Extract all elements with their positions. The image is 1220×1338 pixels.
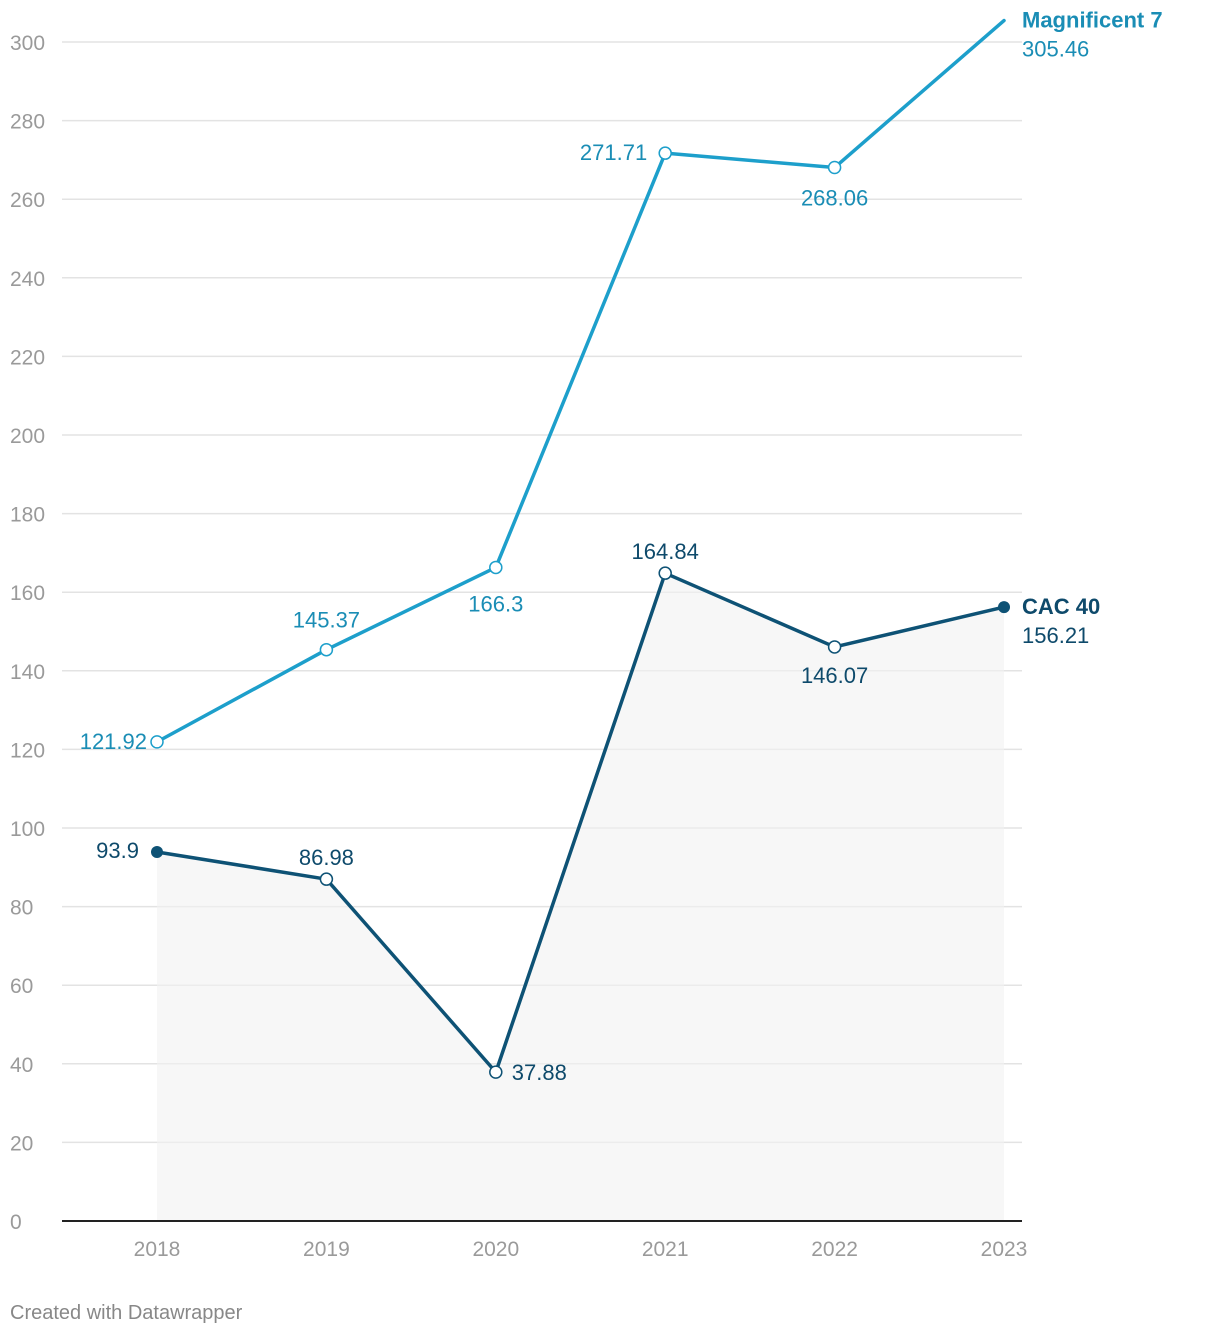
y-tick-label: 160	[10, 582, 45, 605]
data-label: 271.71	[580, 140, 647, 165]
gridlines	[62, 41, 1022, 1144]
data-point	[319, 872, 334, 886]
series-end-label: Magnificent 7	[1022, 8, 1163, 33]
data-label: 37.88	[512, 1060, 567, 1085]
y-tick-label: 140	[10, 661, 45, 684]
data-labels: 121.92 145.37 166.3 271.71 268.06 Magnificent…	[80, 8, 1163, 1086]
x-tick-label: 2021	[642, 1238, 689, 1261]
y-tick-label: 300	[10, 32, 45, 55]
x-tick-label: 2022	[811, 1238, 858, 1261]
data-point	[319, 642, 334, 657]
y-tick-label: 100	[10, 818, 45, 841]
data-label: 166.3	[468, 591, 523, 616]
x-tick-label: 2018	[134, 1238, 181, 1261]
data-point	[827, 160, 842, 175]
data-point	[658, 566, 672, 580]
x-tick-label: 2023	[981, 1238, 1028, 1261]
x-tick-label: 2019	[303, 1238, 350, 1261]
data-point	[658, 146, 672, 160]
y-tick-label: 260	[10, 189, 45, 212]
series-end-label: CAC 40	[1022, 594, 1100, 619]
data-label: 93.9	[96, 838, 139, 863]
axes: 0 20 40 60 80 100 120 140 160 180 200 220 240 260 280 3…	[10, 32, 1027, 1261]
y-tick-label: 200	[10, 425, 45, 448]
data-point	[489, 560, 503, 575]
data-label: 86.98	[299, 845, 354, 870]
data-point	[827, 640, 842, 654]
area-fills	[157, 573, 1004, 1221]
y-tick-label: 120	[10, 739, 45, 762]
data-label: 164.84	[632, 539, 699, 564]
data-label: 145.37	[293, 608, 360, 633]
x-tick-label: 2020	[472, 1238, 519, 1261]
y-tick-label: 0	[10, 1211, 22, 1234]
series-end-value: 305.46	[1022, 37, 1089, 62]
data-point	[489, 1065, 503, 1079]
y-tick-label: 280	[10, 111, 45, 134]
series-line-0	[155, 18, 1006, 744]
area-fill-series-1	[157, 573, 1004, 1221]
data-point	[998, 601, 1010, 614]
y-tick-label: 220	[10, 346, 45, 369]
data-point	[150, 735, 164, 749]
y-tick-label: 180	[10, 504, 45, 527]
data-points	[150, 146, 1010, 1079]
series-line-1	[155, 571, 1006, 1074]
y-tick-label: 80	[10, 897, 33, 920]
y-tick-label: 20	[10, 1132, 33, 1155]
y-tick-label: 60	[10, 975, 33, 998]
data-label: 146.07	[801, 663, 868, 688]
data-label: 268.06	[801, 186, 868, 211]
data-label: 121.92	[80, 729, 147, 754]
y-tick-label: 240	[10, 268, 45, 291]
data-point	[151, 845, 163, 858]
footer-credit: Created with Datawrapper	[10, 1302, 243, 1324]
y-tick-label: 40	[10, 1054, 33, 1077]
series-lines	[155, 18, 1006, 1074]
series-end-value: 156.21	[1022, 623, 1089, 648]
